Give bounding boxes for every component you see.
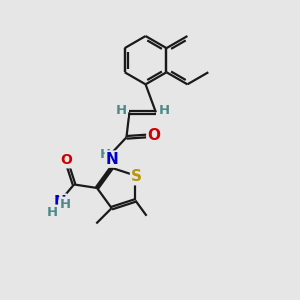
Text: H: H [159, 104, 170, 117]
Text: H: H [116, 104, 127, 117]
Text: O: O [60, 153, 72, 167]
Text: S: S [131, 169, 142, 184]
Text: N: N [106, 152, 119, 166]
Text: O: O [147, 128, 160, 143]
Text: N: N [53, 195, 66, 210]
Text: H: H [99, 148, 110, 161]
Text: H: H [60, 198, 71, 211]
Text: H: H [47, 206, 58, 219]
